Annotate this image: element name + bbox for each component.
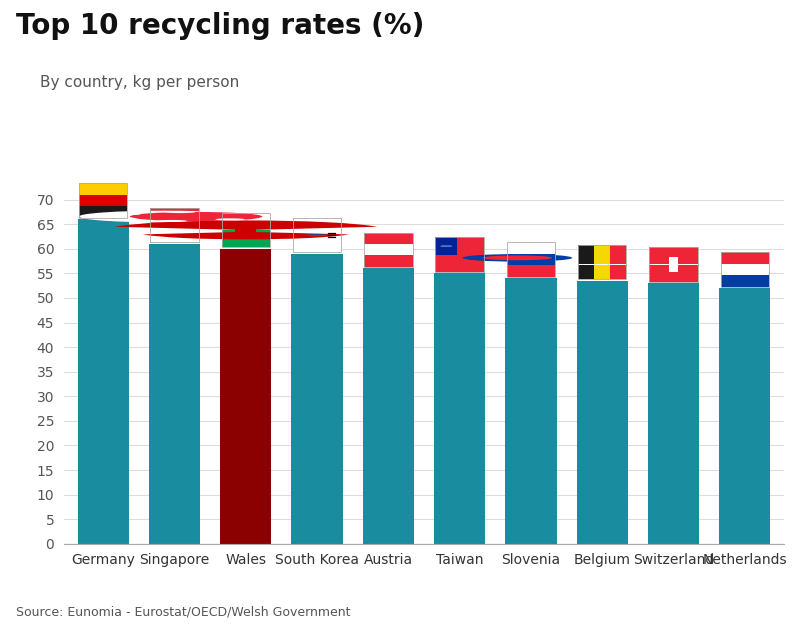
Bar — [364, 256, 413, 267]
Bar — [222, 213, 270, 230]
Bar — [577, 281, 628, 544]
Bar — [222, 213, 270, 248]
Bar — [435, 238, 484, 272]
Bar — [149, 244, 200, 544]
Bar — [648, 283, 699, 544]
Bar — [434, 273, 486, 544]
Bar — [78, 219, 129, 544]
Bar — [721, 275, 769, 287]
Bar — [150, 208, 198, 242]
Bar — [79, 206, 127, 217]
Bar — [506, 278, 557, 544]
Bar — [291, 254, 342, 544]
Bar — [719, 288, 770, 544]
Text: Source: Eunomia - Eurostat/OECD/Welsh Government: Source: Eunomia - Eurostat/OECD/Welsh Go… — [16, 606, 350, 619]
Bar — [578, 245, 594, 279]
Bar — [222, 230, 270, 248]
Bar — [362, 268, 414, 544]
Bar — [435, 238, 458, 254]
Bar — [506, 254, 555, 265]
Circle shape — [462, 254, 572, 262]
Bar — [610, 245, 626, 279]
Circle shape — [166, 211, 195, 213]
Bar — [506, 242, 555, 277]
Bar — [364, 244, 413, 256]
Bar — [594, 245, 610, 279]
Bar — [435, 238, 484, 272]
Circle shape — [110, 213, 141, 215]
Circle shape — [482, 256, 552, 260]
Bar — [650, 248, 698, 282]
Bar — [721, 253, 769, 287]
Wedge shape — [130, 212, 262, 221]
Wedge shape — [79, 211, 249, 222]
Bar — [364, 232, 413, 244]
Wedge shape — [306, 234, 328, 235]
Bar — [650, 248, 698, 282]
Bar — [721, 264, 769, 275]
Text: C: C — [766, 603, 774, 613]
Bar — [150, 225, 198, 242]
Circle shape — [215, 218, 246, 221]
Wedge shape — [142, 232, 349, 239]
Bar — [79, 183, 127, 195]
Bar — [79, 183, 127, 218]
Bar — [578, 245, 626, 279]
Bar — [293, 217, 342, 252]
Circle shape — [158, 220, 187, 222]
Bar — [79, 195, 127, 206]
Text: Top 10 recycling rates (%): Top 10 recycling rates (%) — [16, 12, 424, 41]
Circle shape — [306, 234, 328, 236]
Circle shape — [106, 217, 137, 219]
Bar — [506, 242, 555, 254]
Text: By country, kg per person: By country, kg per person — [40, 75, 239, 90]
Bar — [150, 208, 198, 225]
Text: B: B — [699, 603, 707, 613]
Wedge shape — [114, 221, 377, 230]
Bar — [235, 225, 257, 235]
Bar — [364, 232, 413, 267]
Bar — [506, 265, 555, 277]
Bar — [293, 217, 342, 252]
Text: B: B — [733, 603, 741, 613]
Bar — [669, 257, 678, 272]
Bar — [721, 253, 769, 264]
Bar — [220, 249, 271, 544]
